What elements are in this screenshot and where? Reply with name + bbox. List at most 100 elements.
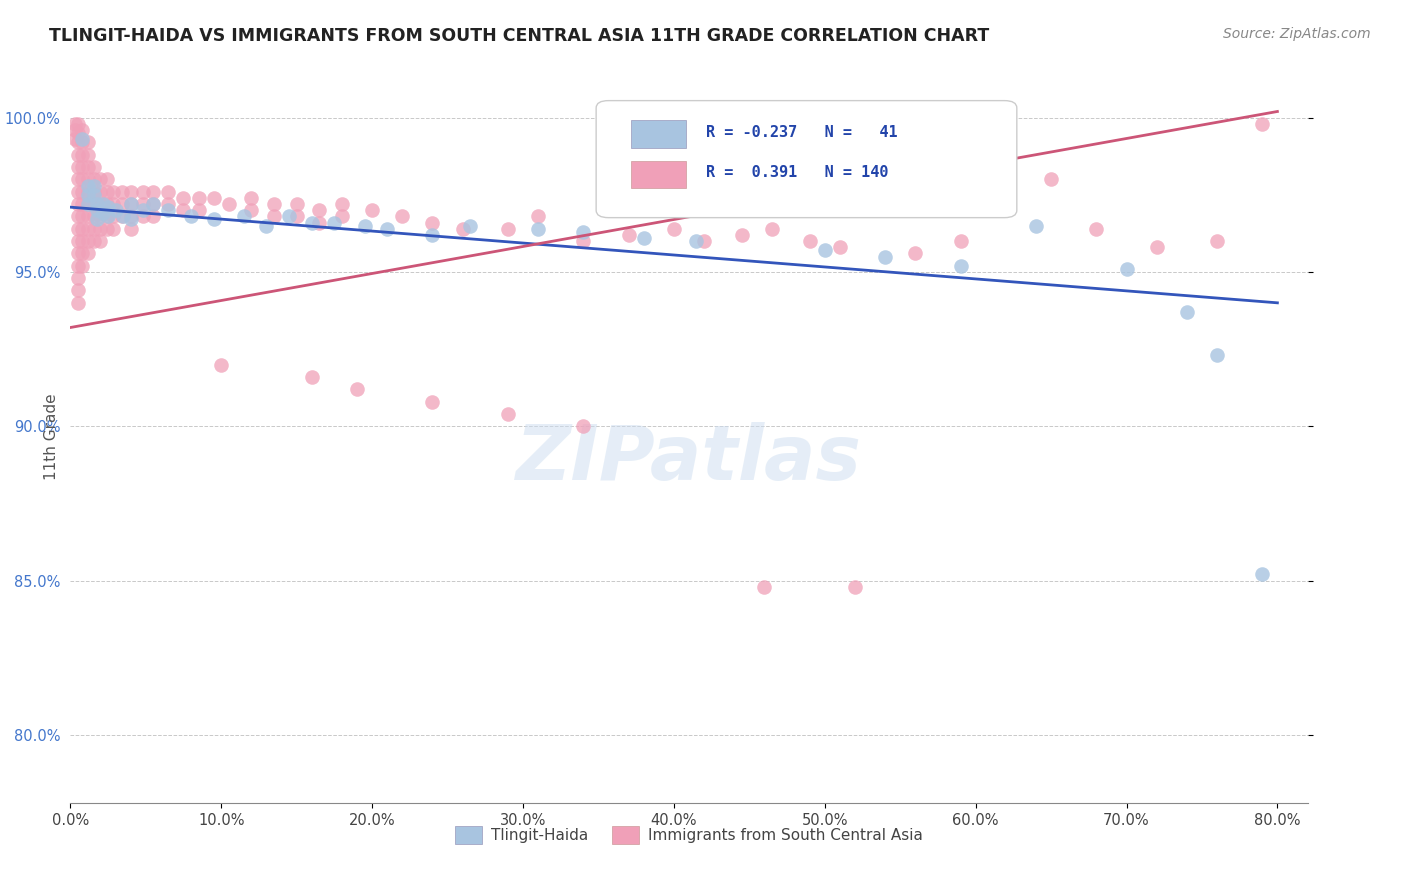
Point — [422, 394, 444, 409]
Point — [1206, 348, 1229, 362]
Point — [66, 259, 89, 273]
Point — [330, 210, 353, 224]
Point — [142, 197, 165, 211]
Point — [633, 231, 655, 245]
FancyBboxPatch shape — [596, 101, 1017, 218]
Point — [66, 147, 89, 161]
FancyBboxPatch shape — [631, 161, 686, 188]
Point — [240, 191, 263, 205]
Point — [72, 210, 94, 224]
Point — [66, 295, 89, 310]
Point — [72, 185, 94, 199]
Point — [527, 221, 550, 235]
Point — [77, 221, 100, 235]
Point — [86, 212, 108, 227]
Point — [263, 210, 285, 224]
Point — [157, 197, 180, 211]
Point — [1085, 221, 1108, 235]
Point — [110, 210, 132, 224]
Point — [617, 227, 640, 242]
Point — [1251, 117, 1274, 131]
Point — [110, 185, 132, 199]
Point — [120, 221, 142, 235]
Point — [132, 197, 155, 211]
Point — [77, 185, 100, 199]
Point — [285, 210, 308, 224]
Point — [496, 221, 519, 235]
Point — [72, 123, 94, 137]
Point — [72, 136, 94, 150]
Point — [120, 212, 142, 227]
Point — [278, 210, 301, 224]
Point — [66, 197, 89, 211]
Point — [256, 219, 278, 233]
Point — [110, 197, 132, 211]
Text: R =  0.391   N = 140: R = 0.391 N = 140 — [706, 165, 889, 180]
Point — [63, 123, 86, 137]
Point — [96, 172, 118, 186]
Point — [132, 210, 155, 224]
Point — [1040, 172, 1063, 186]
Point — [120, 197, 142, 211]
Point — [422, 216, 444, 230]
Point — [1025, 219, 1047, 233]
Point — [72, 221, 94, 235]
Point — [72, 246, 94, 260]
Point — [89, 221, 111, 235]
Point — [172, 191, 194, 205]
Text: R = -0.237   N =   41: R = -0.237 N = 41 — [706, 125, 898, 139]
Point — [142, 197, 165, 211]
Point — [112, 210, 135, 224]
Point — [1115, 261, 1137, 276]
Point — [66, 136, 89, 150]
Point — [1146, 240, 1168, 254]
Point — [77, 246, 100, 260]
Point — [949, 234, 972, 248]
Point — [66, 172, 89, 186]
Point — [66, 126, 89, 140]
Point — [308, 216, 330, 230]
Point — [83, 185, 105, 199]
Text: Source: ZipAtlas.com: Source: ZipAtlas.com — [1223, 27, 1371, 41]
Y-axis label: 11th Grade: 11th Grade — [44, 393, 59, 481]
Point — [353, 219, 375, 233]
Point — [731, 227, 754, 242]
Point — [66, 160, 89, 174]
Point — [263, 197, 285, 211]
Point — [346, 382, 368, 396]
Point — [240, 203, 263, 218]
Point — [157, 203, 180, 218]
Point — [77, 187, 100, 202]
Point — [301, 370, 323, 384]
Point — [994, 197, 1017, 211]
Point — [209, 358, 232, 372]
Point — [761, 221, 783, 235]
Point — [66, 246, 89, 260]
Legend: Tlingit-Haida, Immigrants from South Central Asia: Tlingit-Haida, Immigrants from South Cen… — [449, 820, 929, 850]
Point — [572, 419, 595, 434]
Point — [72, 147, 94, 161]
Point — [1175, 305, 1198, 319]
Point — [77, 178, 100, 193]
Point — [93, 206, 115, 220]
Point — [66, 185, 89, 199]
Point — [66, 210, 89, 224]
Point — [97, 210, 120, 224]
Point — [93, 197, 115, 211]
Point — [330, 197, 353, 211]
Point — [814, 244, 837, 258]
Point — [187, 203, 209, 218]
Point — [63, 117, 86, 131]
Point — [101, 210, 124, 224]
Point — [375, 221, 398, 235]
Point — [904, 246, 927, 260]
Point — [97, 200, 120, 214]
Point — [422, 227, 444, 242]
Point — [496, 407, 519, 421]
Point — [89, 172, 111, 186]
Point — [693, 234, 716, 248]
Point — [77, 197, 100, 211]
Point — [83, 234, 105, 248]
Point — [875, 203, 897, 218]
Point — [77, 172, 100, 186]
